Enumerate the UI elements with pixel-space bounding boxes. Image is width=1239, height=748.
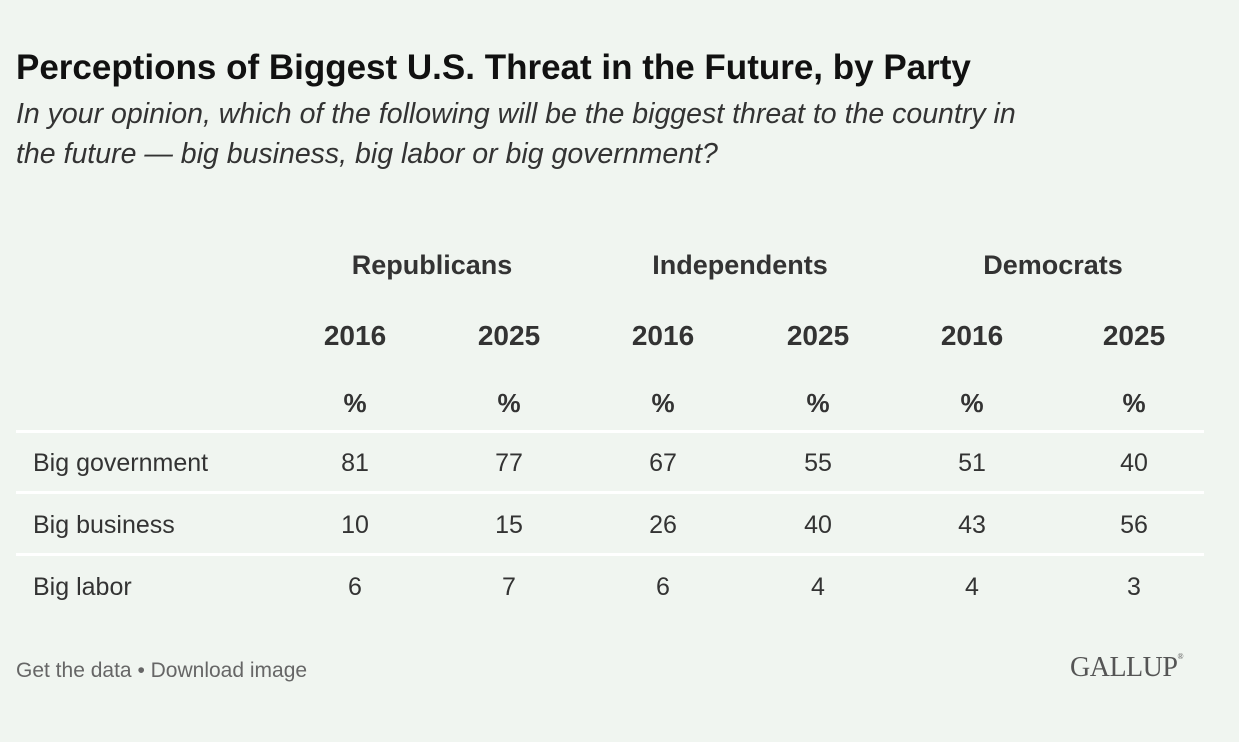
unit-header: %	[806, 388, 830, 418]
table-cell: 81	[341, 449, 369, 477]
unit-header: %	[497, 388, 521, 418]
bullet-separator: •	[137, 659, 145, 682]
chart-subtitle-line-1: In your opinion, which of the following …	[16, 98, 1016, 130]
unit-header: %	[651, 388, 675, 418]
row-label: Big government	[33, 449, 209, 477]
table-cell: 4	[965, 573, 979, 601]
row-divider	[16, 553, 1204, 556]
year-header: 2025	[477, 320, 541, 351]
table-cell: 3	[1127, 573, 1141, 601]
row-divider	[16, 430, 1204, 433]
year-header: 2016	[323, 320, 387, 351]
year-header: 2025	[1102, 320, 1166, 351]
table-cell: 6	[348, 573, 362, 601]
group-header: Independents	[652, 250, 828, 280]
get-data-link[interactable]: Get the data	[16, 659, 132, 682]
table-cell: 26	[649, 511, 677, 539]
row-label: Big business	[33, 511, 175, 539]
table-cell: 77	[495, 449, 523, 477]
table-cell: 40	[1120, 449, 1148, 477]
group-header: Republicans	[351, 250, 513, 280]
table-cell: 43	[958, 511, 986, 539]
table-cell: 15	[495, 511, 523, 539]
year-header: 2016	[940, 320, 1004, 351]
gallup-logo: GALLUP®	[1070, 652, 1184, 683]
chart-subtitle-line-2: the future — big business, big labor or …	[16, 138, 718, 170]
unit-header: %	[343, 388, 367, 418]
group-header: Democrats	[983, 250, 1123, 280]
chart-title: Perceptions of Biggest U.S. Threat in th…	[16, 48, 971, 87]
unit-header: %	[1122, 388, 1146, 418]
footer-links: Get the data • Download image	[16, 659, 307, 683]
table-cell: 67	[649, 449, 677, 477]
table-cell: 6	[656, 573, 670, 601]
table-cell: 4	[811, 573, 825, 601]
row-label: Big labor	[33, 573, 132, 601]
table-cell: 55	[804, 449, 832, 477]
download-image-link[interactable]: Download image	[150, 659, 308, 682]
year-header: 2025	[786, 320, 850, 351]
table-cell: 40	[804, 511, 832, 539]
table-cell: 51	[958, 449, 986, 477]
year-header: 2016	[631, 320, 695, 351]
table-cell: 7	[502, 573, 516, 601]
table-cell: 10	[341, 511, 369, 539]
row-divider	[16, 491, 1204, 494]
table-cell: 56	[1120, 511, 1148, 539]
unit-header: %	[960, 388, 984, 418]
